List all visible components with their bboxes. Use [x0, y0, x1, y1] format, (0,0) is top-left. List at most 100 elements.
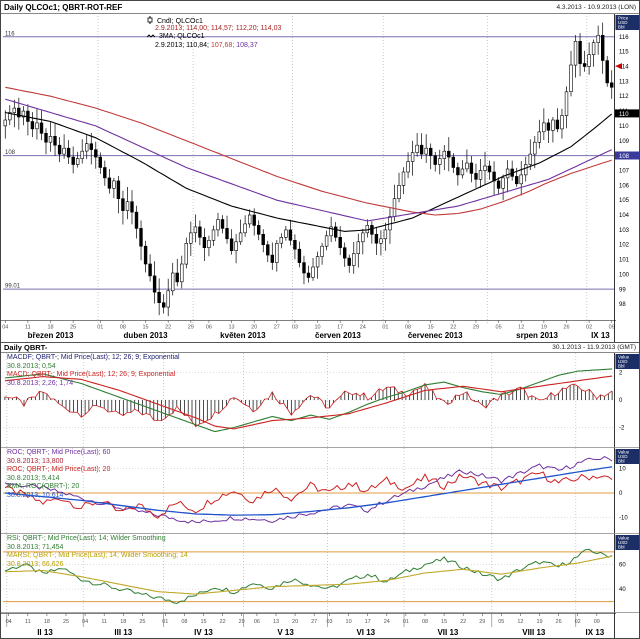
- svg-text:15: 15: [428, 325, 434, 331]
- sub-date-range: 30.1.2013 - 11.9.2013 (GMT): [552, 344, 636, 351]
- svg-text:II 13: II 13: [37, 628, 53, 637]
- svg-text:12: 12: [518, 325, 524, 331]
- svg-text:USD: USD: [618, 540, 628, 545]
- svg-text:27: 27: [274, 325, 280, 331]
- svg-text:22: 22: [460, 619, 466, 625]
- svg-text:107: 107: [619, 169, 630, 175]
- svg-text:108: 108: [619, 154, 630, 160]
- svg-text:103: 103: [619, 228, 630, 234]
- svg-text:19: 19: [541, 325, 547, 331]
- svg-text:22: 22: [165, 325, 171, 331]
- svg-text:25: 25: [63, 619, 69, 625]
- svg-text:02: 02: [575, 619, 581, 625]
- svg-text:-2: -2: [619, 426, 625, 432]
- main-titlebar: Daily QLCOc1; QBRT-ROT-REF 4.3.2013 - 10…: [1, 1, 639, 14]
- svg-text:109: 109: [619, 139, 630, 145]
- svg-text:105: 105: [619, 198, 630, 204]
- svg-text:Bbl: Bbl: [618, 364, 625, 369]
- roc-panel: 10 0 -10 Value USD Bbl ROC; QBRT-; Mid Price(…: [1, 448, 639, 534]
- svg-text:0: 0: [619, 491, 623, 497]
- svg-text:IV 13: IV 13: [194, 628, 213, 637]
- svg-text:01: 01: [162, 619, 168, 625]
- svg-text:100: 100: [619, 272, 630, 278]
- svg-text:29: 29: [239, 619, 245, 625]
- svg-text:106: 106: [619, 183, 630, 189]
- svg-text:01: 01: [97, 325, 103, 331]
- svg-text:26: 26: [563, 325, 569, 331]
- svg-text:Value: Value: [618, 536, 630, 541]
- svg-text:Bbl: Bbl: [618, 459, 625, 464]
- svg-text:116: 116: [5, 31, 15, 37]
- svg-text:2: 2: [619, 371, 623, 377]
- rsi-panel: 60 40 Value USD Bbl RSI; QBRT-; Mid Price(La…: [1, 534, 639, 613]
- svg-text:25: 25: [139, 619, 145, 625]
- svg-text:duben 2013: duben 2013: [124, 331, 169, 340]
- svg-text:červenec 2013: červenec 2013: [408, 331, 463, 340]
- sub-titlebar: Daily QBRT- 30.1.2013 - 11.9.2013 (GMT): [1, 342, 639, 353]
- svg-text:40: 40: [619, 587, 626, 593]
- svg-text:15: 15: [441, 619, 447, 625]
- svg-text:Value: Value: [618, 355, 630, 360]
- svg-text:březen 2013: březen 2013: [28, 331, 74, 340]
- svg-text:18: 18: [120, 619, 126, 625]
- svg-text:112: 112: [619, 94, 629, 100]
- svg-text:Value: Value: [618, 450, 630, 455]
- svg-text:-10: -10: [619, 516, 628, 522]
- svg-text:04: 04: [6, 619, 12, 625]
- svg-text:USD: USD: [618, 20, 628, 25]
- svg-text:29: 29: [473, 325, 479, 331]
- svg-text:29: 29: [479, 619, 485, 625]
- svg-text:VI 13: VI 13: [356, 628, 375, 637]
- svg-text:22: 22: [450, 325, 456, 331]
- svg-text:10: 10: [346, 619, 352, 625]
- svg-text:Bbl: Bbl: [618, 545, 625, 550]
- svg-text:06: 06: [254, 619, 260, 625]
- svg-text:110: 110: [619, 124, 629, 130]
- svg-text:08: 08: [405, 325, 411, 331]
- svg-text:11: 11: [25, 619, 31, 625]
- svg-text:01: 01: [382, 325, 388, 331]
- main-title: Daily QLCOc1; QBRT-ROT-REF: [4, 2, 123, 12]
- svg-text:03: 03: [292, 325, 298, 331]
- svg-text:101: 101: [619, 258, 630, 264]
- svg-text:104: 104: [619, 213, 630, 219]
- svg-text:99.01: 99.01: [5, 284, 21, 290]
- svg-text:99: 99: [619, 287, 626, 293]
- svg-text:19: 19: [536, 619, 542, 625]
- svg-text:0: 0: [619, 398, 623, 404]
- svg-text:110: 110: [619, 112, 629, 118]
- svg-text:18: 18: [44, 619, 50, 625]
- svg-text:13: 13: [228, 325, 234, 331]
- svg-text:12: 12: [517, 619, 523, 625]
- svg-text:29: 29: [188, 325, 194, 331]
- svg-text:04: 04: [2, 325, 8, 331]
- bottom-axis-canvas: 04 11 18 25 04 11 18 25 01 08 15 22 29 06 13 20 27 03 10 17…: [1, 613, 616, 638]
- svg-text:IX 13: IX 13: [586, 628, 605, 637]
- svg-text:05: 05: [498, 619, 504, 625]
- svg-text:11: 11: [25, 325, 31, 331]
- svg-text:09: 09: [594, 619, 600, 625]
- svg-text:IX 13: IX 13: [591, 331, 610, 340]
- svg-text:116: 116: [619, 35, 629, 41]
- svg-text:06: 06: [206, 325, 212, 331]
- svg-text:VII 13: VII 13: [437, 628, 458, 637]
- svg-text:18: 18: [47, 325, 53, 331]
- svg-text:03: 03: [326, 619, 332, 625]
- svg-text:USD: USD: [618, 359, 628, 364]
- svg-text:02: 02: [586, 325, 592, 331]
- svg-text:108: 108: [5, 150, 16, 156]
- sub-title: Daily QBRT-: [4, 343, 48, 352]
- svg-text:Price: Price: [618, 16, 629, 21]
- svg-text:VIII 13: VIII 13: [522, 628, 546, 637]
- price-chart-canvas[interactable]: březen 2013 duben 2013 květen 2013 červen 2…: [1, 14, 640, 342]
- svg-text:11: 11: [101, 619, 107, 625]
- svg-text:26: 26: [556, 619, 562, 625]
- price-chart-area: březen 2013 duben 2013 květen 2013 červen 2…: [1, 14, 639, 342]
- svg-text:115: 115: [619, 50, 629, 56]
- svg-text:červen 2013: červen 2013: [315, 331, 361, 340]
- svg-text:10: 10: [619, 466, 626, 472]
